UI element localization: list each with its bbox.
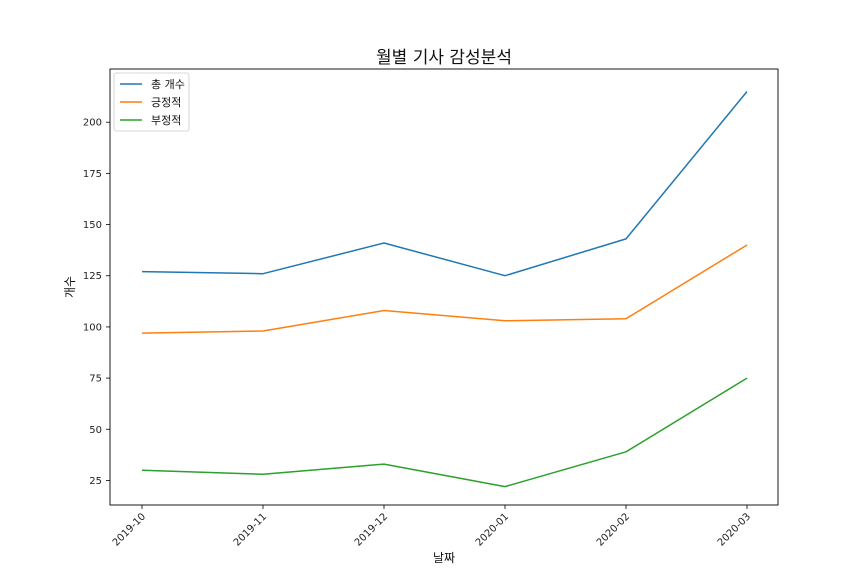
x-tick-label: 2019-10 (111, 511, 148, 548)
series-lines (141, 91, 748, 488)
x-axis-title: 날짜 (433, 551, 455, 565)
y-tick-label: 75 (89, 374, 102, 385)
x-axis: 2019-10 2019-11 2019-12 2020-01 2020-02 2020-… (111, 505, 753, 549)
series-line-3 (141, 377, 748, 488)
y-tick-label: 200 (83, 118, 102, 129)
x-tick-label: 2020-01 (474, 511, 511, 548)
legend-label: 총 개수 (151, 78, 185, 91)
series-line-1 (141, 91, 748, 277)
y-tick-label: 175 (83, 169, 102, 180)
legend-label: 부정적 (151, 114, 181, 127)
series-line-2 (141, 244, 748, 334)
y-tick-label: 125 (83, 271, 102, 282)
x-tick-label: 2020-02 (595, 511, 632, 548)
y-axis-title: 개수 (63, 276, 77, 298)
legend-label: 긍정적 (151, 96, 181, 109)
y-axis: 25 50 75 100 125 150 175 200 (83, 118, 110, 487)
legend-box (113, 72, 190, 132)
plot-area (109, 68, 779, 506)
x-tick-label: 2019-12 (353, 511, 390, 548)
x-tick-label: 2020-03 (716, 511, 753, 548)
chart-title: 월별 기사 감성분석 (376, 48, 512, 68)
y-tick-label: 25 (89, 476, 102, 487)
x-tick-label: 2019-11 (232, 511, 269, 548)
y-tick-label: 100 (83, 322, 102, 333)
y-tick-label: 50 (89, 425, 102, 436)
y-tick-label: 150 (83, 220, 102, 231)
